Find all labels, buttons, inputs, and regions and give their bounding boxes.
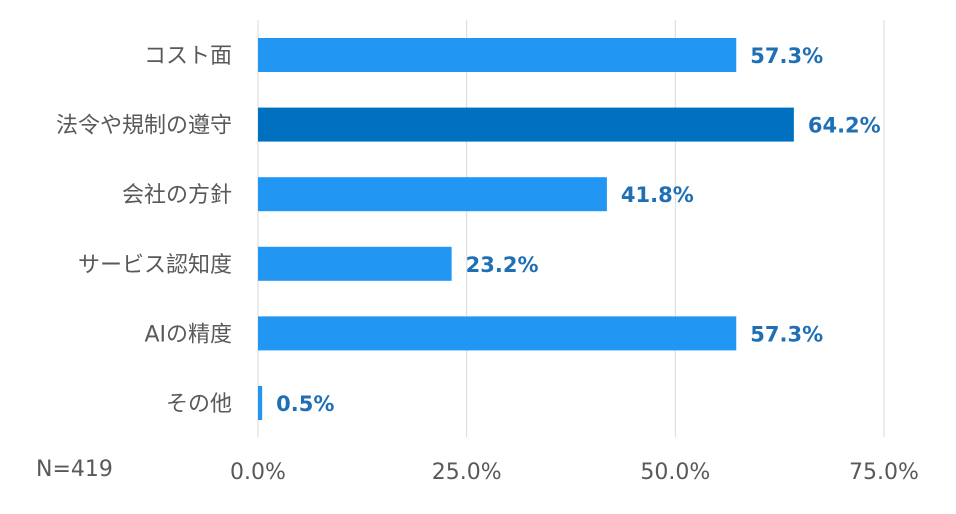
grid-lines bbox=[257, 20, 885, 437]
bar bbox=[258, 316, 737, 351]
sample-size-note: N=419 bbox=[36, 457, 113, 482]
category-label: 法令や規制の遵守 bbox=[56, 114, 232, 139]
bar bbox=[258, 246, 452, 281]
bar bbox=[258, 177, 607, 212]
x-tick-label: 0.0% bbox=[230, 460, 286, 485]
x-tick-label: 50.0% bbox=[640, 460, 710, 485]
category-label: AIの精度 bbox=[144, 322, 232, 347]
value-label: 41.8% bbox=[621, 183, 694, 207]
category-label: サービス認知度 bbox=[78, 253, 232, 278]
x-tick-label: 25.0% bbox=[432, 460, 502, 485]
bar bbox=[258, 386, 263, 420]
x-tick-label: 75.0% bbox=[849, 460, 919, 485]
bar bbox=[258, 38, 737, 72]
value-label: 57.3% bbox=[750, 44, 823, 68]
value-label: 0.5% bbox=[276, 392, 334, 416]
bar bbox=[258, 107, 794, 142]
category-label: 会社の方針 bbox=[122, 183, 232, 208]
category-label: コスト面 bbox=[144, 44, 232, 69]
value-labels: 57.3% 64.2% 41.8% 23.2% 57.3% 0.5% bbox=[276, 44, 881, 416]
bars bbox=[258, 38, 794, 420]
value-label: 23.2% bbox=[466, 253, 539, 277]
category-label: その他 bbox=[166, 392, 232, 417]
x-tick-labels: 0.0% 25.0% 50.0% 75.0% bbox=[230, 460, 919, 485]
value-label: 64.2% bbox=[808, 114, 881, 138]
value-label: 57.3% bbox=[750, 322, 823, 346]
